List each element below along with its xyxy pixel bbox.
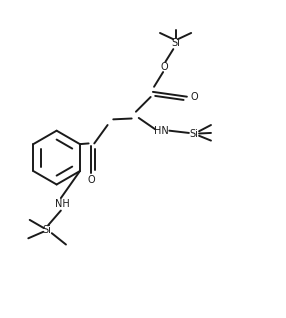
Text: O: O: [160, 62, 168, 72]
Text: NH: NH: [55, 199, 70, 209]
Text: Si: Si: [190, 128, 198, 139]
Text: Si: Si: [171, 38, 180, 48]
Text: O: O: [88, 175, 95, 185]
Text: HN: HN: [154, 126, 169, 136]
Text: O: O: [190, 92, 198, 102]
Text: Si: Si: [42, 225, 51, 235]
